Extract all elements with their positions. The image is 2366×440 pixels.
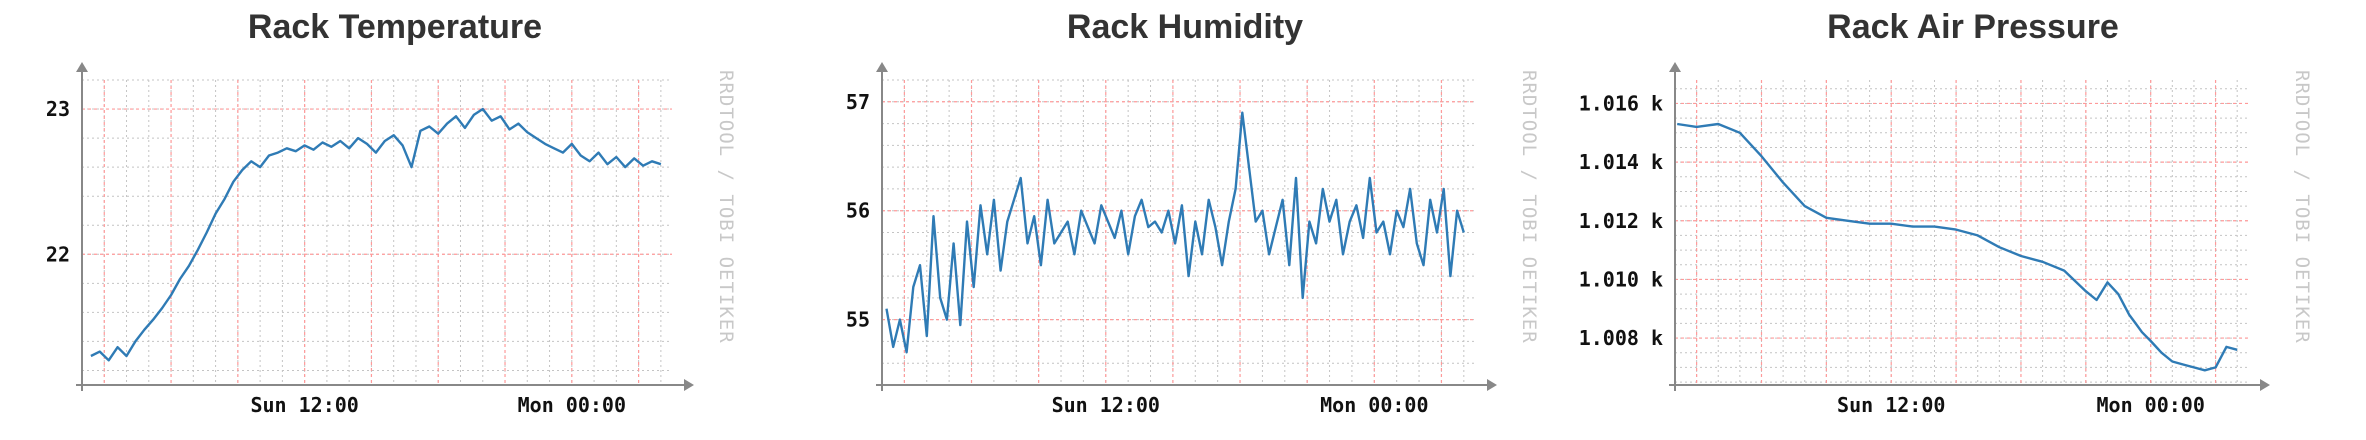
chart-title: Rack Air Pressure bbox=[1827, 8, 2119, 46]
x-tick-label: Mon 00:00 bbox=[1320, 393, 1428, 417]
x-tick-label: Mon 00:00 bbox=[518, 393, 626, 417]
air-pressure-chart: 1.008 k 1.010 k 1.012 k 1.014 k 1.016 k Sun 1… bbox=[1580, 62, 2313, 417]
chart-title: Rack Humidity bbox=[1066, 8, 1304, 46]
y-tick-label: 56 bbox=[846, 199, 870, 223]
y-axis-arrow bbox=[1669, 62, 1681, 72]
temperature-chart: 22 23 Sun 12:00 Mon 00:00 RRDTOOL / TOBI OET… bbox=[46, 62, 737, 417]
y-tick-label: 55 bbox=[846, 308, 870, 332]
x-tick-label: Sun 12:00 bbox=[250, 393, 358, 417]
y-axis-arrow bbox=[876, 62, 888, 72]
x-tick-label: Sun 12:00 bbox=[1837, 393, 1945, 417]
y-tick-label: 1.016 k bbox=[1580, 91, 1663, 115]
y-tick-label: 1.008 k bbox=[1580, 326, 1663, 350]
y-tick-label: 57 bbox=[846, 90, 870, 114]
y-tick-label: 1.012 k bbox=[1580, 209, 1663, 233]
x-axis-arrow bbox=[2260, 379, 2270, 391]
series-line bbox=[90, 107, 662, 362]
watermark-text: RRDTOOL / TOBI OETIKER bbox=[1518, 70, 1540, 344]
temperature-panel: Rack Temperature 22 23 Sun 12:00 Mon 00:00 R… bbox=[0, 0, 790, 440]
watermark-text: RRDTOOL / TOBI OETIKER bbox=[715, 70, 737, 344]
y-axis-arrow bbox=[76, 62, 88, 72]
humidity-chart: 55 56 57 Sun 12:00 Mon 00:00 RRDTOOL / TOBI O… bbox=[846, 62, 1540, 417]
y-tick-label: 23 bbox=[46, 97, 70, 121]
x-tick-label: Mon 00:00 bbox=[2097, 393, 2205, 417]
series-line bbox=[885, 111, 1465, 354]
y-tick-label: 1.014 k bbox=[1580, 150, 1663, 174]
chart-title: Rack Temperature bbox=[247, 8, 543, 46]
humidity-panel: Rack Humidity 55 56 57 Sun 12:00 Mon 00:00 RR… bbox=[790, 0, 1580, 440]
x-axis-arrow bbox=[1487, 379, 1497, 391]
x-tick-label: Sun 12:00 bbox=[1052, 393, 1160, 417]
y-tick-label: 1.010 k bbox=[1580, 267, 1663, 291]
watermark-text: RRDTOOL / TOBI OETIKER bbox=[2291, 70, 2313, 344]
series-line bbox=[1677, 122, 2238, 372]
x-axis-arrow bbox=[684, 379, 694, 391]
y-tick-label: 22 bbox=[46, 242, 70, 266]
